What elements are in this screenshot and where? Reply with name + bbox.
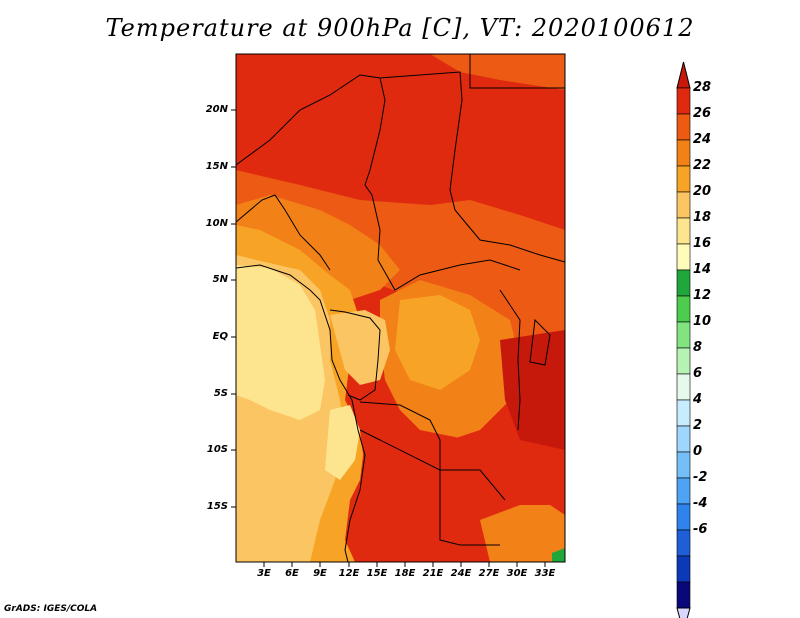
colorbar-segment (676, 269, 691, 297)
lat-label-eq: EQ (212, 331, 228, 342)
border-chad-sudan (379, 71, 463, 211)
colorbar-label-24: 24 (693, 132, 712, 147)
colorbar-segment (676, 529, 691, 557)
field-orange-se (480, 505, 565, 562)
lon-label-30e: 30E (506, 568, 528, 579)
colorbar-segment (676, 477, 691, 505)
colorbar-label-10: 10 (693, 314, 712, 329)
border-sudan-south (454, 209, 565, 263)
colorbar-label-14: 14 (693, 262, 712, 277)
lon-label-15e: 15E (366, 568, 388, 579)
colorbar-label-18: 18 (693, 210, 712, 225)
colorbar-segment (676, 555, 691, 583)
colorbar-segment (676, 425, 691, 453)
colorbar-label-6: 6 (693, 366, 703, 381)
lon-label-12e: 12E (338, 568, 360, 579)
border-libya-egypt (469, 54, 565, 89)
lon-ticks (263, 562, 546, 567)
colorbar-segment (676, 191, 691, 219)
field-orange-mid (236, 195, 400, 300)
colorbar-segment (676, 113, 691, 141)
lat-label-10n: 10N (205, 218, 228, 229)
lat-label-10s: 10S (206, 444, 228, 455)
colorbar-segment (676, 139, 691, 167)
colorbar-label-8: 8 (693, 340, 703, 355)
field-deepred-east (500, 330, 565, 450)
grads-credit: GrADS: IGES/COLA (4, 604, 98, 614)
lat-label-15s: 15S (206, 501, 228, 512)
lat-ticks (231, 109, 236, 508)
lon-label-9e: 9E (313, 568, 327, 579)
colorbar-segment (676, 165, 691, 193)
border-nigeria-cameroon (236, 194, 331, 271)
colorbar-label-neg6: -6 (693, 522, 708, 537)
field-lightorange-center (395, 295, 480, 390)
country-borders (236, 54, 565, 562)
colorbar-label-neg2: -2 (693, 470, 708, 485)
colorbar-label-2: 2 (693, 418, 703, 433)
colorbar-segment (676, 399, 691, 427)
colorbar-label-22: 22 (693, 158, 712, 173)
colorbar-label-28: 28 (693, 80, 712, 95)
colorbar-label-0: 0 (693, 444, 703, 459)
colorbar-top-cap (676, 61, 691, 89)
lat-label-5n: 5N (212, 274, 228, 285)
colorbar (676, 61, 691, 618)
border-coast (236, 264, 366, 562)
border-angola (359, 429, 500, 546)
border-car (371, 194, 521, 291)
colorbar-segment (676, 451, 691, 479)
field-paleyellow-ocean (236, 265, 325, 420)
field-paleyellow-coast (325, 405, 360, 480)
lon-label-18e: 18E (394, 568, 416, 579)
colorbar-label-16: 16 (693, 236, 712, 251)
lon-label-27e: 27E (478, 568, 500, 579)
lon-label-33e: 33E (534, 568, 556, 579)
lat-label-5s: 5S (213, 388, 228, 399)
border-drc-south (359, 401, 506, 501)
colorbar-segment (676, 347, 691, 375)
field-green-corner (552, 548, 565, 562)
colorbar-bottom-cap (676, 607, 691, 618)
lon-label-24e: 24E (450, 568, 472, 579)
field-yellow-gabon (330, 310, 390, 385)
lon-label-6e: 6E (285, 568, 299, 579)
colorbar-segment (676, 321, 691, 349)
colorbar-segment (676, 581, 691, 609)
colorbar-segment (676, 295, 691, 323)
lat-label-15n: 15N (205, 161, 228, 172)
lat-label-20n: 20N (205, 104, 228, 115)
temperature-field (236, 54, 565, 562)
chart-title: Temperature at 900hPa [C], VT: 202010061… (105, 14, 695, 42)
colorbar-label-neg4: -4 (693, 496, 708, 511)
border-congo (329, 309, 381, 401)
border-drc-east (499, 289, 521, 431)
colorbar-label-4: 4 (693, 392, 703, 407)
lon-label-21e: 21E (422, 568, 444, 579)
colorbar-segment (676, 503, 691, 531)
colorbar-label-26: 26 (693, 106, 712, 121)
map-frame (235, 53, 566, 563)
field-orange-ne (430, 54, 565, 90)
border-lakes (529, 318, 551, 366)
colorbar-segment (676, 87, 691, 115)
colorbar-segment (676, 217, 691, 245)
colorbar-label-20: 20 (693, 184, 712, 199)
colorbar-segment (676, 243, 691, 271)
colorbar-label-12: 12 (693, 288, 712, 303)
lon-label-3e: 3E (257, 568, 271, 579)
colorbar-segment (676, 373, 691, 401)
